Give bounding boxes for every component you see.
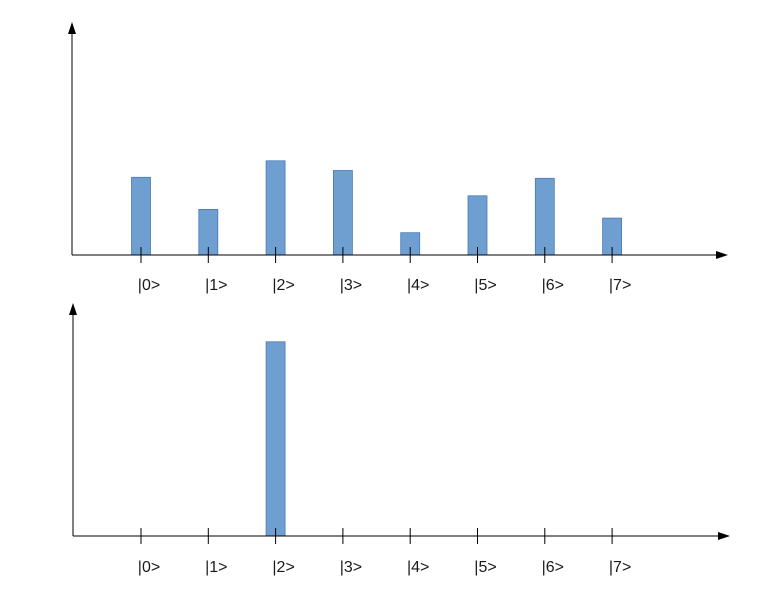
x-tick-label-2: |2> xyxy=(272,559,294,576)
bar-5 xyxy=(467,195,488,256)
bar-6 xyxy=(534,177,555,256)
bar-2 xyxy=(265,341,286,537)
x-tick-label-7: |7> xyxy=(609,559,631,576)
bar-3 xyxy=(332,170,353,256)
x-tick-label-4: |4> xyxy=(407,277,429,294)
x-tick-label-6: |6> xyxy=(542,559,564,576)
x-tick-label-4: |4> xyxy=(407,559,429,576)
bar-0 xyxy=(131,176,151,256)
x-tick-label-6: |6> xyxy=(542,277,564,294)
x-tick-label-0: |0> xyxy=(138,277,160,294)
x-tick-label-7: |7> xyxy=(609,277,631,294)
x-tick-label-1: |1> xyxy=(205,277,227,294)
chart-panel-2: |0> |1> |2> |3> |4> |5> |6> |7> xyxy=(69,303,730,576)
y-axis-arrow-icon xyxy=(68,22,76,34)
y-axis-arrow-icon xyxy=(69,303,77,315)
x-tick-label-3: |3> xyxy=(340,559,362,576)
x-tick-label-2: |2> xyxy=(272,277,294,294)
x-tick-label-5: |5> xyxy=(474,559,496,576)
x-tick-label-5: |5> xyxy=(474,277,496,294)
x-axis-arrow-icon xyxy=(716,251,728,259)
chart-panel-1: |0> |1> |2> |3> |4> |5> |6> |7> xyxy=(68,22,728,294)
x-tick-label-1: |1> xyxy=(205,559,227,576)
bar-2 xyxy=(265,160,286,256)
x-axis-arrow-icon xyxy=(718,532,730,540)
x-tick-label-3: |3> xyxy=(340,277,362,294)
x-tick-label-0: |0> xyxy=(138,559,160,576)
